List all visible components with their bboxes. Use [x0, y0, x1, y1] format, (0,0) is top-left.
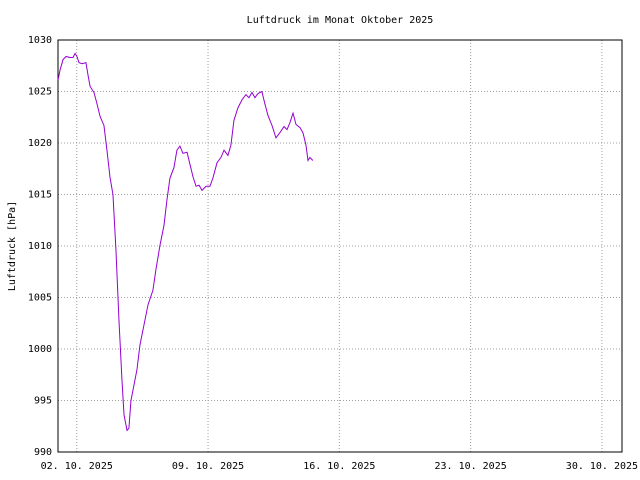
- y-tick-label: 1005: [28, 293, 52, 304]
- y-tick-label: 1015: [28, 190, 52, 201]
- y-tick-label: 995: [34, 396, 52, 407]
- y-tick-label: 1020: [28, 138, 52, 149]
- plot-border: [57, 39, 623, 453]
- x-tick-label: 30. 10. 2025: [566, 461, 638, 472]
- chart-title: Luftdruck im Monat Oktober 2025: [247, 15, 434, 26]
- y-tick-label: 1010: [28, 241, 52, 252]
- x-tick-label: 16. 10. 2025: [303, 461, 375, 472]
- x-tick-label: 09. 10. 2025: [172, 461, 244, 472]
- data-line: [57, 52, 314, 432]
- y-tick-label: 1030: [28, 35, 52, 46]
- y-tick-label: 990: [34, 447, 52, 458]
- y-axis-label: Luftdruck [hPa]: [7, 201, 18, 291]
- x-tick-label: 02. 10. 2025: [41, 461, 113, 472]
- x-tick-label: 23. 10. 2025: [435, 461, 507, 472]
- y-tick-label: 1000: [28, 344, 52, 355]
- y-tick-label: 1025: [28, 87, 52, 98]
